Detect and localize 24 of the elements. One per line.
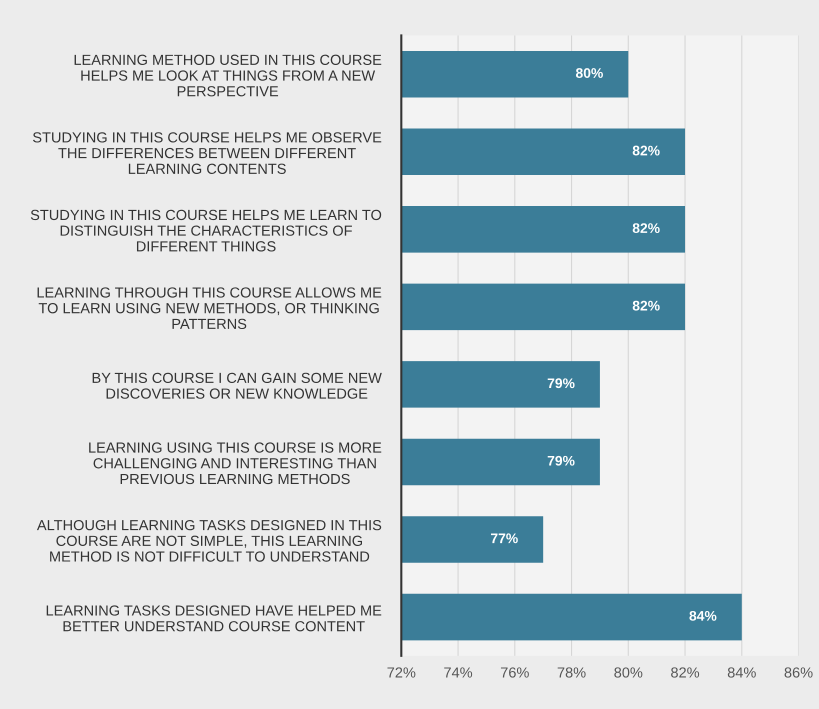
data-label: 80% <box>576 68 603 78</box>
data-label: 82% <box>632 300 660 311</box>
x-tick-label: 84% <box>728 667 756 678</box>
data-label: 82% <box>632 223 660 234</box>
x-tick-label: 86% <box>784 667 813 678</box>
y-tick-label: LEARNING USING THIS COURSE IS MORE CHALLENGING AND INTERESTING THAN PREVIOUS LEARNING METHODS <box>89 442 382 484</box>
x-tick-label: 74% <box>444 667 472 678</box>
y-tick-label: STUDYING IN THIS COURSE HELPS ME LEARN TO DISTINGUISH THE CHARACTERISTICS OF DIFFERENT THINGS <box>30 210 382 252</box>
x-tick-label: 76% <box>500 667 529 678</box>
y-tick-label: LEARNING THROUGH THIS COURSE ALLOWS ME TO LEARN USING NEW METHODS, OR THINKING PATTERNS <box>38 287 382 330</box>
x-tick-label: 80% <box>614 667 642 678</box>
y-tick-label: LEARNING TASKS DESIGNED HAVE HELPED ME BETTER UNDERSTAND COURSE CONTENT <box>46 605 382 632</box>
data-label: 79% <box>548 378 575 388</box>
y-tick-label: BY THIS COURSE I CAN GAIN SOME NEW DISCOVERIES OR NEW KNOWLEDGE <box>92 372 382 399</box>
x-tick-label: 78% <box>558 667 586 678</box>
data-label: 84% <box>689 610 716 621</box>
data-label: 77% <box>490 533 518 544</box>
y-tick-label: LEARNING METHOD USED IN THIS COURSE HELPS ME LOOK AT THINGS FROM A NEW PERSPECTIVE <box>74 54 382 96</box>
x-tick-label: 72% <box>387 667 416 678</box>
y-tick-label: STUDYING IN THIS COURSE HELPS ME OBSERVE THE DIFFERENCES BETWEEN DIFFERENT LEARNING CONTENTS <box>32 132 382 174</box>
y-tick-label: ALTHOUGH LEARNING TASKS DESIGNED IN THIS COURSE ARE NOT SIMPLE, THIS LEARNING METHOD IS NOT DIFFICULT TO UNDERSTAND <box>36 520 382 562</box>
x-tick-label: 82% <box>671 667 700 678</box>
data-label: 82% <box>632 146 660 156</box>
data-label: 79% <box>548 456 575 466</box>
